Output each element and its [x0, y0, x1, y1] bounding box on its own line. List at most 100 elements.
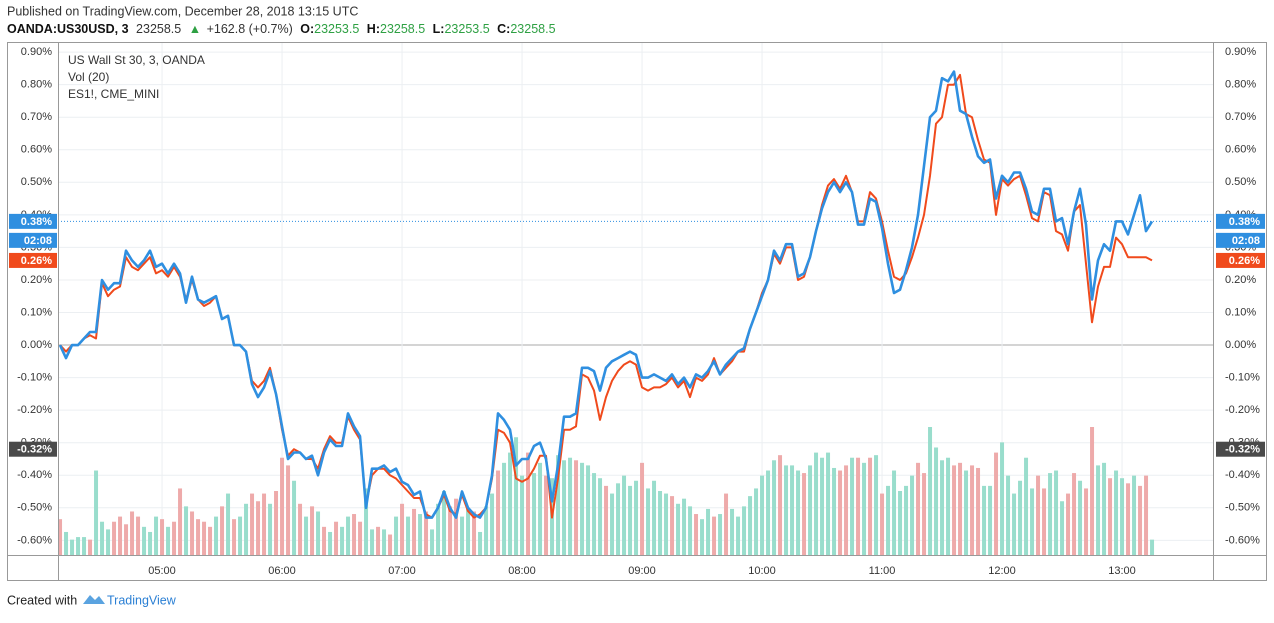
volume-bar [1114, 470, 1119, 555]
volume-bar [910, 475, 915, 555]
y-tick-label: -0.50% [17, 502, 52, 514]
volume-bar [496, 470, 501, 555]
volume-bar [238, 516, 243, 555]
volume-bar [292, 480, 297, 555]
volume-bar [736, 516, 741, 555]
y-tick-label: 0.10% [21, 306, 52, 318]
volume-bar [514, 437, 519, 555]
price-label: 0.26% [21, 255, 52, 267]
volume-bar [406, 516, 411, 555]
volume-bar [202, 521, 207, 555]
volume-bar [802, 473, 807, 555]
volume-bar [952, 465, 957, 555]
y-tick-label: 0.00% [1225, 339, 1256, 351]
volume-bar [346, 516, 351, 555]
price-line [58, 70, 1154, 519]
legend-entry: US Wall St 30, 3, OANDA [68, 53, 205, 67]
volume-bar [778, 455, 783, 555]
volume-bar [322, 526, 327, 555]
volume-bar [154, 516, 159, 555]
high-label: H: [367, 22, 380, 36]
brand[interactable]: TradingView [107, 593, 177, 607]
volume-bar [820, 457, 825, 555]
y-tick-label: -0.20% [17, 404, 52, 416]
volume-bar [988, 485, 993, 555]
countdown: 02:08 [1232, 235, 1260, 247]
volume-bar [166, 526, 171, 555]
y-tick-label: 0.60% [1225, 144, 1256, 156]
volume-bar [784, 465, 789, 555]
volume-bar [484, 506, 489, 555]
volume-bar [172, 521, 177, 555]
volume-bar [418, 514, 423, 555]
volume-bar [610, 493, 615, 555]
countdown-box [9, 232, 57, 248]
volume-bar [502, 462, 507, 555]
volume-bar [454, 498, 459, 555]
volume-bar [268, 503, 273, 555]
volume-bar [1012, 493, 1017, 555]
y-tick-label: 0.70% [1225, 111, 1256, 123]
volume-bar [118, 516, 123, 555]
volume-bar [130, 511, 135, 555]
volume-bar [640, 462, 645, 555]
volume-bar [658, 491, 663, 555]
volume-bar [754, 488, 759, 555]
volume-bar [922, 473, 927, 555]
volume-bar [250, 493, 255, 555]
volume-bar [262, 493, 267, 555]
volume-bar [178, 488, 183, 555]
volume-bar [844, 465, 849, 555]
volume-bar [382, 529, 387, 555]
volume-bar [424, 511, 429, 555]
volume-bar [946, 457, 951, 555]
volume-bar [706, 508, 711, 555]
volume-bar [64, 531, 69, 555]
volume-bar [1120, 478, 1125, 555]
x-tick-label: 05:00 [148, 565, 176, 577]
x-tick-label: 10:00 [748, 565, 776, 577]
volume-bar [1018, 480, 1023, 555]
volume-bar [676, 503, 681, 555]
volume-bar [568, 457, 573, 555]
volume-bar [520, 475, 525, 555]
y-tick-label: 0.90% [21, 46, 52, 58]
volume-bar [628, 485, 633, 555]
axes: 0.90% 0.90% 0.80% 0.80% 0.70% 0.70% 0.60% 0.60%… [9, 46, 1265, 577]
volume-bar [556, 455, 561, 555]
volume-bar [1096, 465, 1101, 555]
change: +162.8 (+0.7%) [207, 22, 293, 36]
volume-bar [604, 485, 609, 555]
volume-bar [724, 493, 729, 555]
price-label-box [1216, 252, 1265, 268]
volume-bar [790, 465, 795, 555]
y-tick-label: 0.20% [21, 274, 52, 286]
volume-bar [1150, 539, 1155, 555]
volume-bar [814, 452, 819, 555]
y-tick-label: 0.80% [1225, 79, 1256, 91]
volume-bar [862, 462, 867, 555]
volume-bar [508, 452, 513, 555]
volume-bar [274, 491, 279, 555]
volume-bar [478, 531, 483, 555]
volume-bar [544, 475, 549, 555]
open-value: 23253.5 [314, 22, 359, 36]
volume-bar [1132, 475, 1137, 555]
price-label: 0.38% [21, 216, 52, 228]
x-tick-label: 11:00 [869, 565, 896, 577]
volume-bar [1144, 475, 1149, 555]
y-tick-label: 0.80% [21, 79, 52, 91]
high-value: 23258.5 [380, 22, 425, 36]
volume-bar [874, 455, 879, 555]
volume-bar [838, 470, 843, 555]
price-label-box [9, 213, 57, 229]
volume-bar [298, 503, 303, 555]
price-label-box [9, 441, 57, 457]
volume-bar [376, 526, 381, 555]
volume-bar [370, 529, 375, 555]
y-tick-label: 0.90% [1225, 46, 1256, 58]
y-tick-label: -0.40% [17, 469, 52, 481]
volume-bar [1048, 473, 1053, 555]
volume-bar [490, 493, 495, 555]
